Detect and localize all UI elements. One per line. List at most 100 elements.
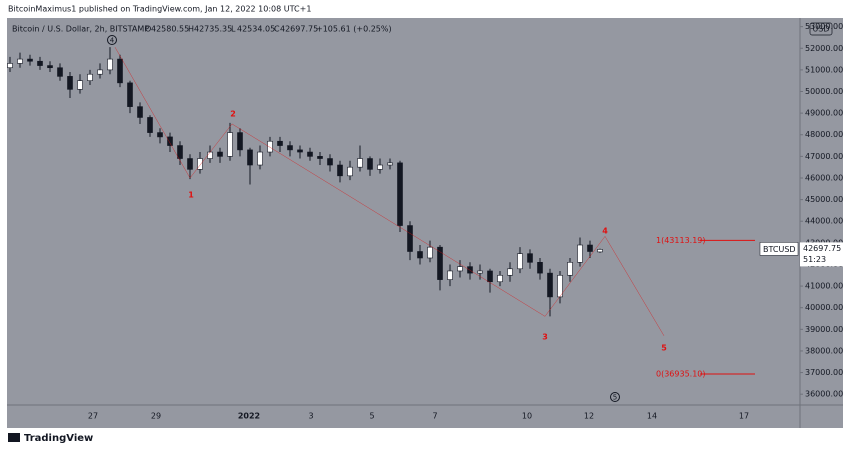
candle-body: [317, 156, 323, 159]
candle-body: [587, 244, 593, 252]
candle-body: [17, 58, 23, 64]
candle-body: [567, 262, 573, 276]
wave-label: 3: [542, 333, 548, 342]
y-tick-label: 47000.00: [805, 152, 843, 161]
candle-body: [577, 244, 583, 263]
x-tick-label: 5: [369, 412, 374, 421]
y-tick-label: 39000.00: [805, 325, 843, 334]
y-tick-label: 50000.00: [805, 87, 843, 96]
circled-marker: [610, 392, 620, 402]
ohlc-key: L: [231, 25, 236, 34]
candle-body: [237, 132, 243, 151]
price-tag: [800, 242, 843, 267]
candle-body: [437, 246, 443, 280]
candle-body: [467, 266, 473, 274]
candle-body: [557, 274, 563, 298]
candle-body: [457, 266, 463, 272]
y-tick-label: 41000.00: [805, 282, 843, 291]
candle-body: [527, 253, 533, 263]
candle-body: [277, 140, 283, 146]
y-tick-label: 45000.00: [805, 195, 843, 204]
chart-title: Bitcoin / U.S. Dollar, 2h, BITSTAMP: [12, 25, 149, 34]
candle-body: [397, 162, 403, 226]
y-tick-label: 36000.00: [805, 390, 843, 399]
candle-body: [487, 270, 493, 283]
candle-body: [547, 272, 553, 298]
candle-body: [327, 158, 333, 166]
wave-label: 2: [230, 110, 236, 119]
candle-body: [347, 166, 353, 177]
y-tick-label: 53000.00: [805, 22, 843, 31]
wave-path: [114, 47, 665, 336]
candle-body: [427, 246, 433, 259]
y-tick-label: 44000.00: [805, 217, 843, 226]
x-tick-label: 2022: [238, 412, 260, 421]
countdown: 51:23: [803, 255, 826, 264]
x-tick-label: 7: [432, 412, 437, 421]
candle-body: [27, 58, 33, 62]
circled-label: 5: [613, 394, 617, 402]
candle-body: [157, 132, 163, 138]
candle-body: [307, 151, 313, 157]
y-tick-label: 38000.00: [805, 346, 843, 355]
x-tick-label: 10: [522, 412, 532, 421]
wave-label: 4: [602, 227, 608, 236]
candle-body: [87, 73, 93, 81]
ohlc-value: 42735.35: [194, 25, 232, 34]
candle-body: [97, 69, 103, 75]
circled-label: 4: [110, 37, 115, 45]
candle-body: [247, 149, 253, 166]
candle-body: [197, 158, 203, 170]
y-tick-label: 49000.00: [805, 109, 843, 118]
candle-body: [117, 58, 123, 84]
candle-body: [337, 164, 343, 177]
wave-label: 1: [188, 191, 194, 200]
candle-body: [417, 251, 423, 259]
y-tick-label: 48000.00: [805, 130, 843, 139]
candle-body: [297, 149, 303, 153]
circled-marker: [107, 35, 117, 45]
currency: USD: [812, 25, 829, 34]
x-tick-label: 29: [151, 412, 161, 421]
candle-body: [387, 162, 393, 166]
wave-label: 5: [661, 344, 667, 353]
x-tick-label: 17: [739, 412, 749, 421]
candle-body: [507, 268, 513, 276]
footer: TradingView: [24, 433, 93, 444]
currency-box: [809, 22, 833, 36]
candle-body: [147, 117, 153, 133]
x-tick-label: 3: [308, 412, 313, 421]
candle-body: [187, 158, 193, 170]
ohlc-value: 42534.05: [237, 25, 275, 34]
candle-body: [357, 158, 363, 168]
candle-body: [167, 136, 173, 146]
change: +105.61 (+0.25%): [316, 25, 392, 34]
candle-body: [217, 151, 223, 157]
candle-body: [77, 80, 83, 90]
x-tick-label: 12: [584, 412, 594, 421]
y-tick-label: 40000.00: [805, 303, 843, 312]
candle-body: [127, 82, 133, 107]
candle-body: [517, 253, 523, 270]
candle-body: [57, 67, 63, 77]
candle-body: [367, 158, 373, 170]
last-price: 42697.75: [803, 244, 841, 253]
y-tick-label: 52000.00: [805, 44, 843, 53]
candle-body: [177, 145, 183, 159]
candle-body: [137, 106, 143, 118]
chart-panel: [7, 18, 843, 428]
candle-body: [597, 249, 603, 253]
candle-body: [497, 274, 503, 283]
symbol: BTCUSD: [763, 245, 796, 254]
footer-logo: [8, 433, 20, 442]
x-tick-label: 14: [647, 412, 657, 421]
fib-label: 0(36935.10): [656, 369, 706, 378]
candle-body: [67, 76, 73, 90]
candle-body: [267, 140, 273, 153]
candle-body: [107, 58, 113, 71]
candle-body: [7, 63, 13, 69]
candle-body: [37, 60, 43, 66]
y-tick-label: 37000.00: [805, 368, 843, 377]
ohlc-key: O: [145, 25, 151, 34]
